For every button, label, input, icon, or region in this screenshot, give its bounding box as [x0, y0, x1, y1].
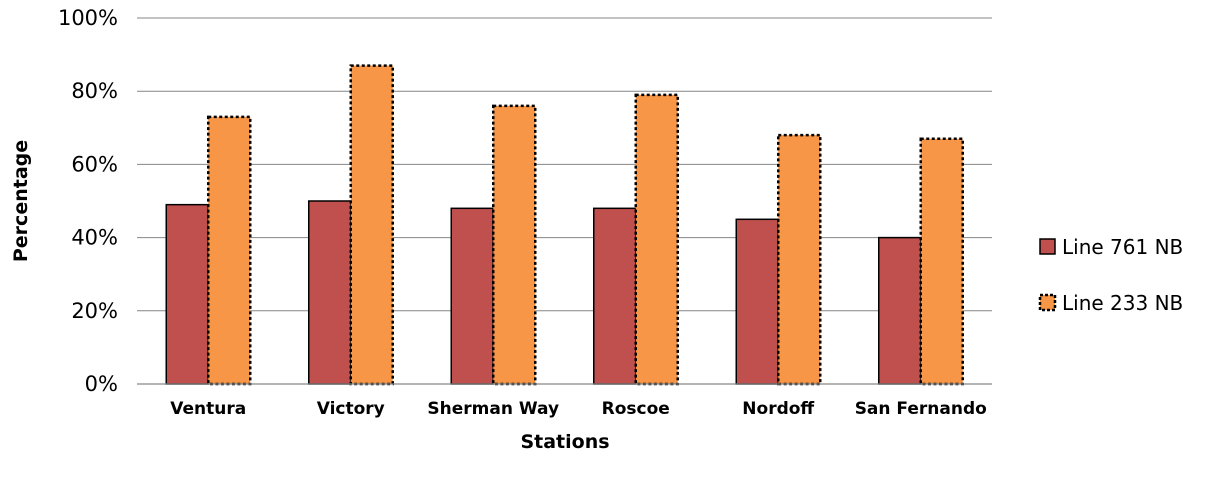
y-tick-label: 100%	[58, 6, 118, 30]
bar-line-233	[207, 115, 252, 386]
x-category-label: San Fernando	[855, 399, 987, 419]
legend-swatch-line-761	[1039, 238, 1056, 255]
bars	[165, 64, 964, 386]
grid-lines	[137, 17, 992, 312]
x-category-label: Sherman Way	[427, 399, 559, 419]
bar-line-761	[308, 200, 352, 385]
x-category-label: Victory	[317, 399, 385, 419]
legend: Line 761 NB Line 233 NB	[1038, 235, 1183, 315]
x-axis-title: Stations	[520, 431, 609, 453]
y-axis-title: Percentage	[10, 140, 32, 262]
bar-line-233	[919, 137, 964, 386]
y-tick-label: 0%	[85, 372, 118, 396]
bar-line-761	[878, 236, 922, 385]
y-tick-label: 80%	[71, 79, 118, 103]
bar-line-761	[593, 207, 637, 385]
bar-line-761	[735, 218, 779, 385]
legend-label: Line 761 NB	[1062, 235, 1183, 259]
y-tick-label: 40%	[71, 226, 118, 250]
y-tick-label: 20%	[71, 299, 118, 323]
x-category-label: Roscoe	[602, 399, 670, 419]
x-axis-category-labels: Ventura Victory Sherman Way Roscoe Nordoff Sa…	[170, 399, 987, 419]
bar-line-761	[450, 207, 494, 385]
legend-swatch-line-233	[1038, 293, 1057, 312]
y-tick-label: 60%	[71, 152, 118, 176]
bar-line-233	[634, 93, 679, 386]
x-category-label: Nordoff	[742, 399, 814, 419]
legend-label: Line 233 NB	[1062, 291, 1183, 315]
bar-line-233	[777, 133, 822, 386]
y-axis-ticks: 0% 20% 40% 60% 80% 100%	[58, 6, 118, 396]
bar-line-233	[349, 64, 394, 386]
x-category-label: Ventura	[170, 399, 246, 419]
bar-line-761	[165, 203, 209, 385]
bar-line-233	[492, 104, 537, 386]
